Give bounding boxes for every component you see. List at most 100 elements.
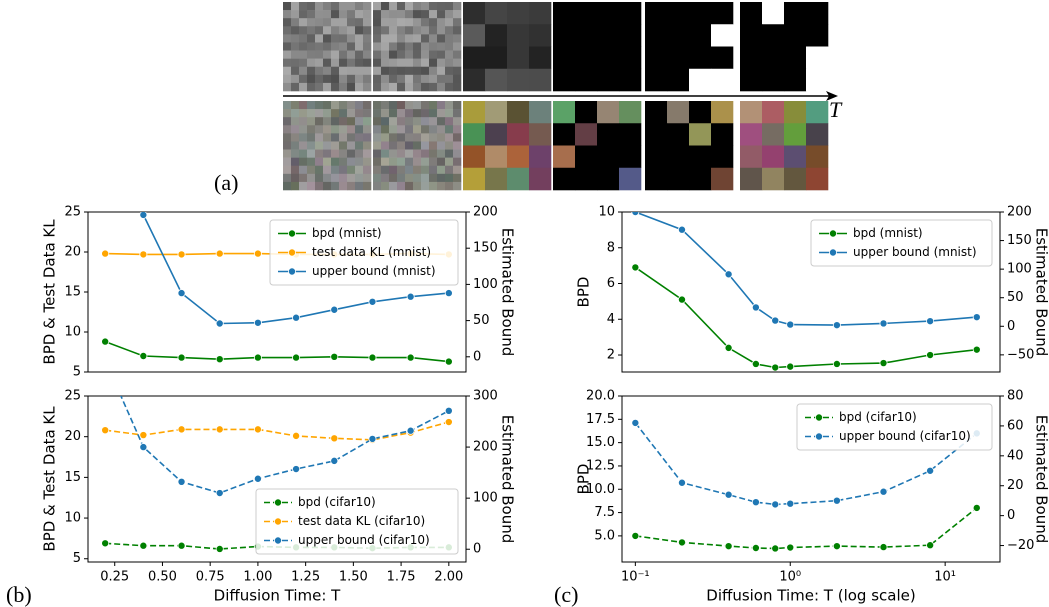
image-cell	[453, 157, 462, 167]
image-cell	[437, 181, 446, 191]
image-cell	[413, 173, 422, 183]
image-cell	[291, 58, 300, 68]
image-cell	[389, 58, 398, 68]
image-cell	[619, 46, 642, 70]
image-cell	[283, 82, 292, 92]
image-cell	[597, 24, 620, 47]
image-cell	[405, 125, 414, 134]
image-cell	[553, 145, 576, 169]
point	[292, 465, 301, 474]
image-cell	[323, 101, 332, 110]
point	[771, 316, 780, 325]
image-cell	[437, 34, 446, 43]
series-line	[635, 507, 978, 550]
image-cell	[445, 149, 454, 158]
image-cell	[339, 74, 348, 84]
image-cell	[283, 74, 292, 84]
image-cell	[315, 34, 324, 43]
image-cell	[339, 181, 348, 191]
image-cell	[429, 101, 438, 110]
point	[631, 531, 640, 540]
image-cell	[429, 181, 438, 191]
image-cell	[347, 141, 356, 150]
image-cell	[463, 46, 486, 70]
y-tick-label: 6	[607, 276, 615, 291]
y2-tick-label: 100	[473, 277, 498, 292]
image-cell	[529, 101, 552, 124]
image-cell	[363, 42, 372, 51]
image-cell	[307, 157, 316, 167]
image-cell	[373, 157, 382, 167]
point	[972, 345, 981, 354]
image-cell	[597, 68, 620, 92]
image-cell	[689, 123, 712, 146]
image-cell	[331, 141, 340, 150]
image-cell	[355, 149, 364, 158]
image-cell	[597, 123, 620, 146]
image-cell	[421, 141, 430, 150]
image-cell	[413, 101, 422, 110]
image-cell	[463, 2, 486, 25]
image-cell	[389, 149, 398, 158]
image-cell	[806, 68, 829, 92]
image-cell	[373, 58, 382, 68]
legend: bpd (mnist) test data KL (mnist) upper bou…	[269, 219, 459, 286]
image-cell	[347, 10, 356, 19]
image-cell	[339, 10, 348, 19]
image-cell	[347, 133, 356, 142]
legend-label: upper bound (mnist)	[312, 264, 436, 278]
image-cell	[413, 133, 422, 142]
image-cell	[445, 109, 454, 118]
image-cell	[283, 133, 292, 142]
sample-grid	[645, 2, 734, 92]
image-cell	[762, 68, 785, 92]
sample-grid	[373, 2, 462, 92]
image-cell	[315, 157, 324, 167]
image-cell	[373, 117, 382, 126]
image-cell	[355, 18, 364, 27]
image-cell	[355, 125, 364, 134]
point	[139, 541, 148, 550]
point	[832, 321, 841, 330]
image-cell	[347, 2, 356, 11]
sample-grid	[283, 101, 372, 191]
image-cell	[445, 58, 454, 68]
image-cell	[784, 167, 807, 191]
image-cell	[405, 157, 414, 167]
image-cell	[619, 123, 642, 146]
image-cell	[397, 2, 406, 11]
image-cell	[453, 133, 462, 142]
image-cell	[323, 26, 332, 35]
image-cell	[347, 117, 356, 126]
image-cell	[645, 2, 668, 25]
image-cell	[291, 165, 300, 175]
point	[677, 538, 686, 547]
image-cell	[291, 26, 300, 35]
y2-tick-label: 150	[1007, 233, 1032, 248]
image-cell	[740, 2, 763, 25]
point	[444, 357, 453, 366]
y2-axis-label: Estimated Bound	[1033, 228, 1049, 357]
image-cell	[373, 133, 382, 142]
plot-frame	[87, 395, 467, 563]
image-cell	[806, 101, 829, 124]
image-cell	[445, 181, 454, 191]
image-cell	[397, 26, 406, 35]
image-cell	[575, 167, 598, 191]
image-cell	[429, 2, 438, 11]
image-cell	[762, 101, 785, 124]
image-cell	[307, 125, 316, 134]
image-cell	[507, 145, 530, 169]
image-cell	[762, 24, 785, 47]
image-cell	[413, 10, 422, 19]
x-tick-label: 0.50	[148, 570, 177, 585]
image-cell	[373, 50, 382, 59]
image-cell	[413, 66, 422, 76]
image-cell	[575, 2, 598, 25]
image-cell	[413, 34, 422, 43]
point	[368, 353, 377, 362]
image-cell	[339, 165, 348, 175]
sample-grid	[463, 101, 552, 191]
image-cell	[363, 50, 372, 59]
